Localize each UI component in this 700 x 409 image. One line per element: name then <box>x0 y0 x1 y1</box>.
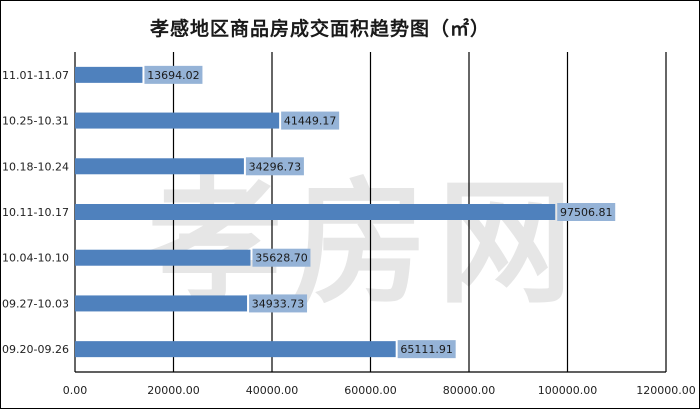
category-label: 10.18-10.24 <box>2 160 69 173</box>
data-label-box <box>249 294 308 313</box>
data-label-box <box>397 340 456 359</box>
bar <box>75 112 280 129</box>
data-label-box <box>144 65 203 84</box>
data-label-box <box>281 111 340 130</box>
bar <box>75 341 396 358</box>
data-label-box <box>245 157 304 176</box>
category-label: 10.04-10.10 <box>2 252 69 265</box>
data-label-box <box>557 203 616 221</box>
data-label: 34933.73 <box>252 297 305 310</box>
x-tick-label: 120000.00 <box>636 384 696 397</box>
category-label: 09.27-10.03 <box>2 297 69 310</box>
data-label: 35628.70 <box>255 252 308 265</box>
x-tick-label: 20000.00 <box>147 384 200 397</box>
bar <box>75 66 143 83</box>
data-label: 65111.91 <box>400 343 453 356</box>
x-tick-label: 80000.00 <box>443 384 496 397</box>
bar <box>75 158 244 175</box>
data-label: 41449.17 <box>284 115 337 128</box>
bar <box>75 295 248 312</box>
data-label: 34296.73 <box>249 160 302 173</box>
x-tick-label: 60000.00 <box>344 384 397 397</box>
x-tick-label: 0.00 <box>63 384 88 397</box>
category-label: 10.25-10.31 <box>2 115 69 128</box>
bar <box>75 204 556 220</box>
x-tick-label: 40000.00 <box>246 384 299 397</box>
category-label: 11.01-11.07 <box>2 69 69 82</box>
bar <box>75 249 251 266</box>
x-tick-label: 100000.00 <box>538 384 598 397</box>
chart-title: 孝感地区商品房成交面积趋势图（㎡） <box>149 18 490 40</box>
data-label-box <box>252 248 311 267</box>
data-label: 97506.81 <box>560 206 613 219</box>
category-label: 10.11-10.17 <box>2 206 69 219</box>
category-label: 09.20-09.26 <box>2 343 69 356</box>
data-label: 13694.02 <box>147 69 200 82</box>
